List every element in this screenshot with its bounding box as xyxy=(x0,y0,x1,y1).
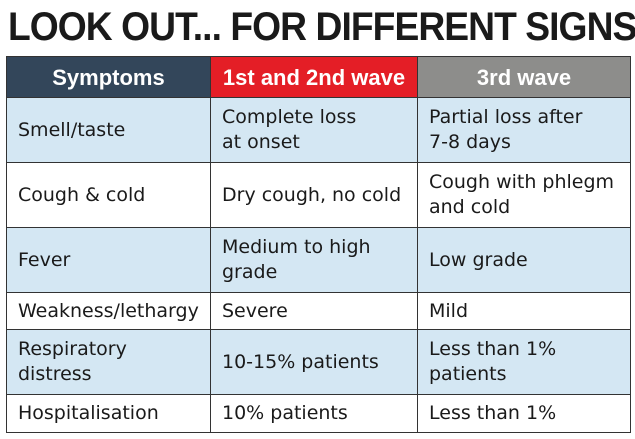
table-row: Cough & cold Dry cough, no cold Cough wi… xyxy=(6,162,631,228)
header-first-second-wave: 1st and 2nd wave xyxy=(210,56,418,98)
symptom-cell: Hospitalisation xyxy=(6,394,211,433)
symptom-cell: Smell/taste xyxy=(6,97,211,163)
symptoms-comparison-table: Symptoms 1st and 2nd wave 3rd wave Smell… xyxy=(6,56,631,433)
table-row: Weakness/lethargy Severe Mild xyxy=(6,292,631,330)
wave3-cell: Less than 1% xyxy=(417,394,631,433)
wave12-cell: 10-15% patients xyxy=(210,329,418,395)
table-row: Smell/taste Complete loss at onset Partia… xyxy=(6,97,631,163)
table-row: Hospitalisation 10% patients Less than 1… xyxy=(6,394,631,433)
table-row: Fever Medium to high grade Low grade xyxy=(6,227,631,293)
wave12-cell: Dry cough, no cold xyxy=(210,162,418,228)
wave12-cell: Severe xyxy=(210,292,418,330)
symptom-cell: Weakness/lethargy xyxy=(6,292,211,330)
header-symptoms: Symptoms xyxy=(6,56,211,98)
wave3-cell: Cough with phlegm and cold xyxy=(417,162,631,228)
wave3-cell: Low grade xyxy=(417,227,631,293)
headline: LOOK OUT... FOR DIFFERENT SIGNS xyxy=(8,5,635,49)
wave3-cell: Partial loss after 7-8 days xyxy=(417,97,631,163)
table-row: Respiratory distress 10-15% patients Less… xyxy=(6,329,631,395)
wave3-cell: Less than 1% patients xyxy=(417,329,631,395)
symptom-cell: Fever xyxy=(6,227,211,293)
symptom-cell: Respiratory distress xyxy=(6,329,211,395)
wave12-cell: 10% patients xyxy=(210,394,418,433)
table-header-row: Symptoms 1st and 2nd wave 3rd wave xyxy=(6,56,631,98)
wave3-cell: Mild xyxy=(417,292,631,330)
wave12-cell: Complete loss at onset xyxy=(210,97,418,163)
header-third-wave: 3rd wave xyxy=(417,56,631,98)
symptom-cell: Cough & cold xyxy=(6,162,211,228)
wave12-cell: Medium to high grade xyxy=(210,227,418,293)
